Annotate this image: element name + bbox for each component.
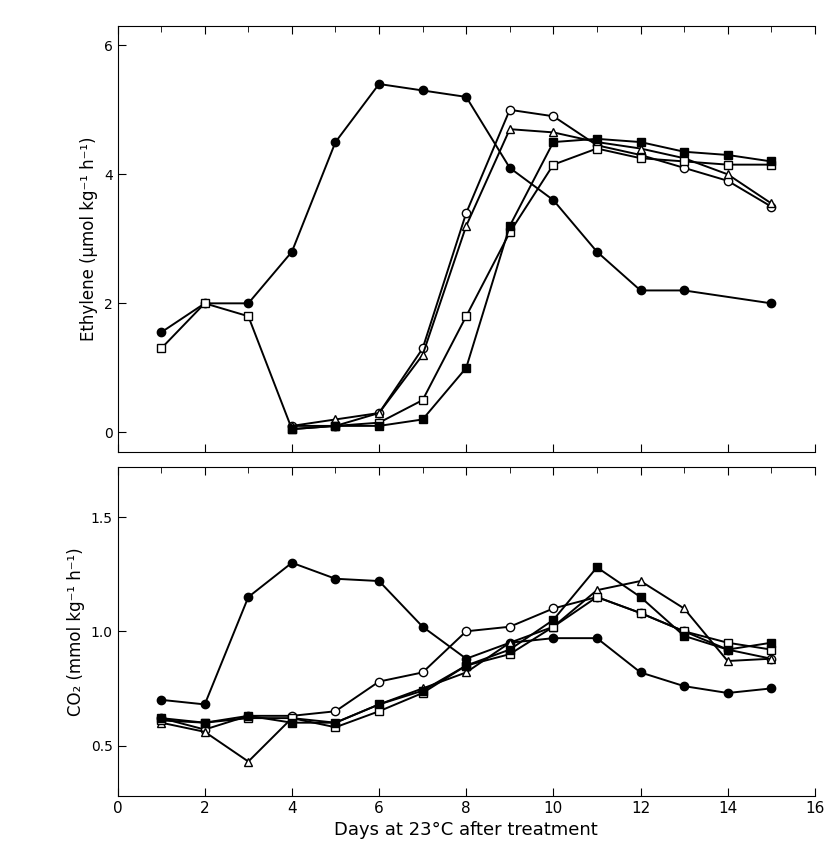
X-axis label: Days at 23°C after treatment: Days at 23°C after treatment [334,821,598,839]
Y-axis label: Ethylene (μmol kg⁻¹ h⁻¹): Ethylene (μmol kg⁻¹ h⁻¹) [81,137,98,341]
Y-axis label: CO₂ (mmol kg⁻¹ h⁻¹): CO₂ (mmol kg⁻¹ h⁻¹) [67,547,85,715]
